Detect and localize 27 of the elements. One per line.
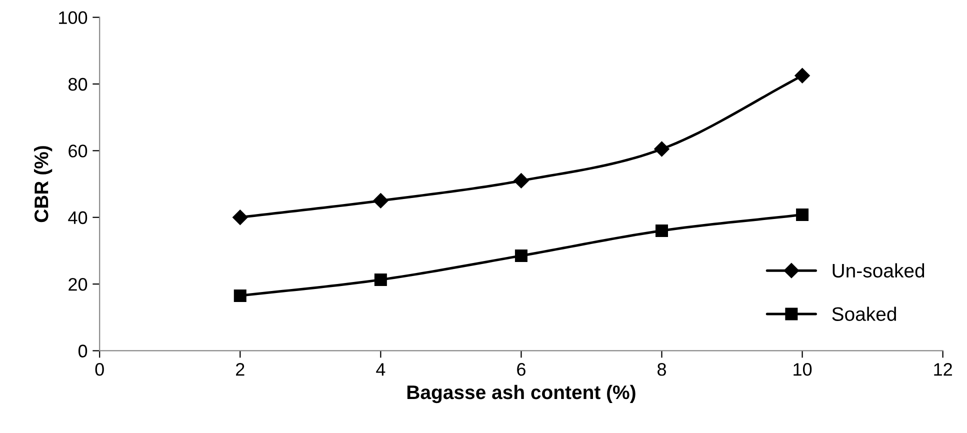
x-tick-label: 4 [376,363,386,376]
x-tick-label: 10 [794,363,812,376]
point [794,68,810,84]
point [234,289,246,302]
y-axis-title: CBR (%) [34,146,52,222]
legend-label: Soaked [832,306,896,321]
y-tick-label: 100 [59,11,88,24]
point [514,173,529,188]
y-tick-label: 0 [78,344,88,358]
point [656,224,668,237]
point [796,208,809,221]
point [232,210,248,225]
y-tick-label: 60 [68,144,88,158]
legend-label: Un-soaked [832,263,924,278]
x-axis-title: Bagasse ash content (%) [407,384,636,404]
y-tick-label: 20 [68,278,88,291]
y-tick-label: 80 [68,78,88,91]
point [373,193,388,208]
x-tick-label: 2 [236,363,244,376]
x-tick-label: 6 [517,363,526,376]
y-tick-label: 40 [68,211,88,224]
x-tick-label: 8 [658,363,666,376]
point [654,141,670,157]
point [374,273,387,286]
x-tick-label: 0 [95,363,104,376]
x-tick-label: 12 [934,363,952,376]
point [514,249,528,262]
